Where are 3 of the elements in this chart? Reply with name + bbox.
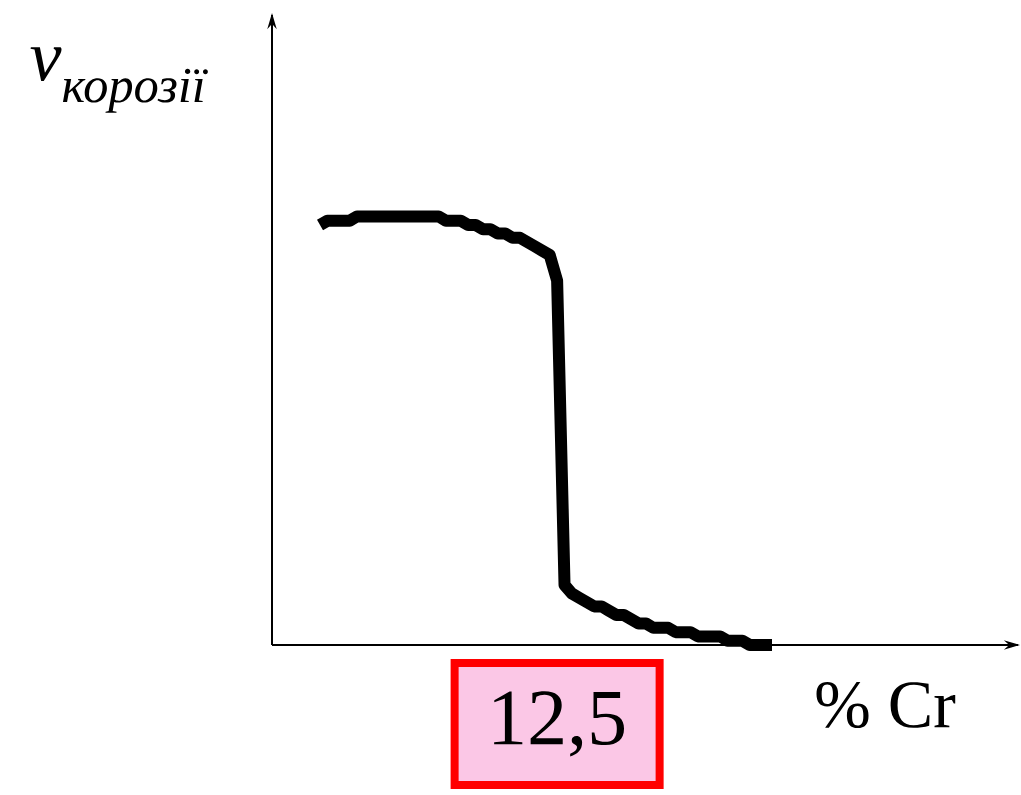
- text: 12,5: [494, 691, 625, 757]
- x-axis-title: % Cr: [816, 681, 956, 729]
- y-axis-title: v$_{корозії}$: [30, 47, 208, 113]
